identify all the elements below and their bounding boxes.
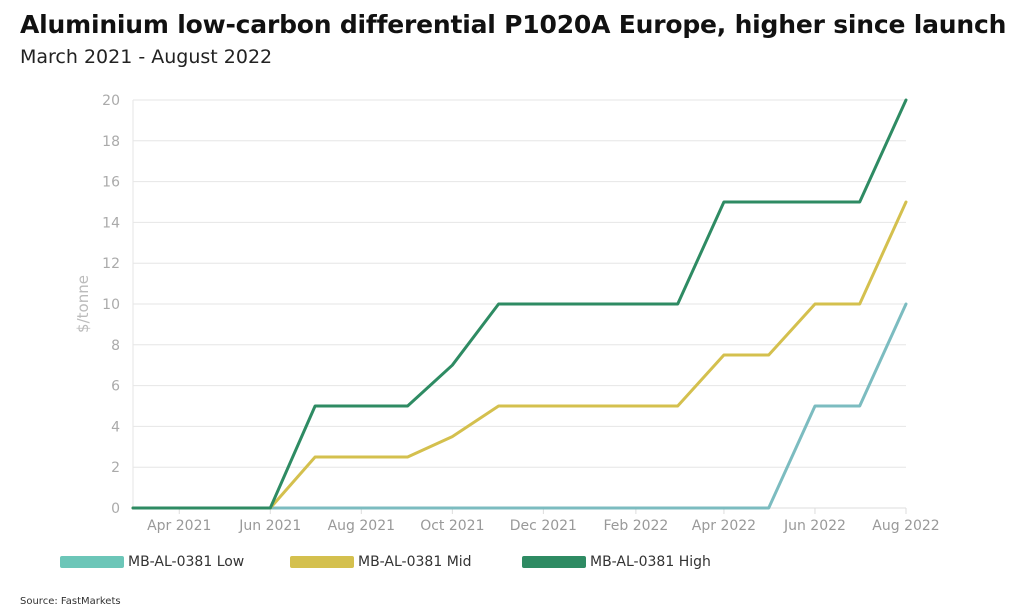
- series-lines: [131, 98, 908, 510]
- x-tick-label: Jun 2021: [238, 518, 301, 534]
- y-tick-label: 14: [102, 215, 120, 231]
- y-tick-label: 6: [111, 379, 120, 395]
- chart-subtitle: March 2021 - August 2022: [20, 46, 273, 68]
- series-line-mb-al-0381-high: [131, 98, 908, 510]
- x-tick-label: Apr 2022: [692, 518, 756, 534]
- source-note: Source: FastMarkets: [20, 596, 121, 607]
- y-tick-label: 18: [102, 134, 120, 150]
- legend-swatch: [60, 556, 124, 568]
- x-tick-label: Apr 2021: [147, 518, 211, 534]
- x-axis: Apr 2021 Jun 2021 Aug 2021 Oct 2021 Dec 2021…: [133, 507, 940, 534]
- legend-item: MB-AL-0381 Low: [60, 554, 244, 570]
- y-tick-label: 10: [102, 297, 120, 313]
- x-tick-label: Feb 2022: [603, 518, 668, 534]
- y-axis-label: $/tonne: [74, 275, 92, 333]
- y-tick-label: 4: [111, 419, 120, 435]
- y-tick-label: 20: [102, 93, 120, 109]
- x-tick-label: Aug 2021: [328, 518, 395, 534]
- y-tick-label: 0: [111, 501, 120, 517]
- y-tick-label: 8: [111, 338, 120, 354]
- x-tick-label: Jun 2022: [783, 518, 846, 534]
- y-axis: 0 2 4 6 8 10 12 14 16 18 20: [102, 93, 120, 517]
- y-tick-label: 16: [102, 175, 120, 191]
- x-tick-label: Aug 2022: [872, 518, 939, 534]
- x-tick-label: Dec 2021: [510, 518, 577, 534]
- legend-swatch: [522, 556, 586, 568]
- x-tick-label: Oct 2021: [420, 518, 484, 534]
- legend-label: MB-AL-0381 Low: [128, 554, 245, 570]
- legend: MB-AL-0381 Low MB-AL-0381 Mid MB-AL-0381 H…: [0, 554, 1024, 578]
- legend-label: MB-AL-0381 High: [590, 554, 711, 570]
- legend-swatch: [290, 556, 354, 568]
- legend-item: MB-AL-0381 Mid: [290, 554, 472, 570]
- legend-item: MB-AL-0381 High: [522, 554, 711, 570]
- chart-title: Aluminium low-carbon differential P1020A…: [20, 10, 1007, 39]
- y-tick-label: 2: [111, 460, 120, 476]
- y-tick-label: 12: [102, 256, 120, 272]
- legend-label: MB-AL-0381 Mid: [358, 554, 472, 570]
